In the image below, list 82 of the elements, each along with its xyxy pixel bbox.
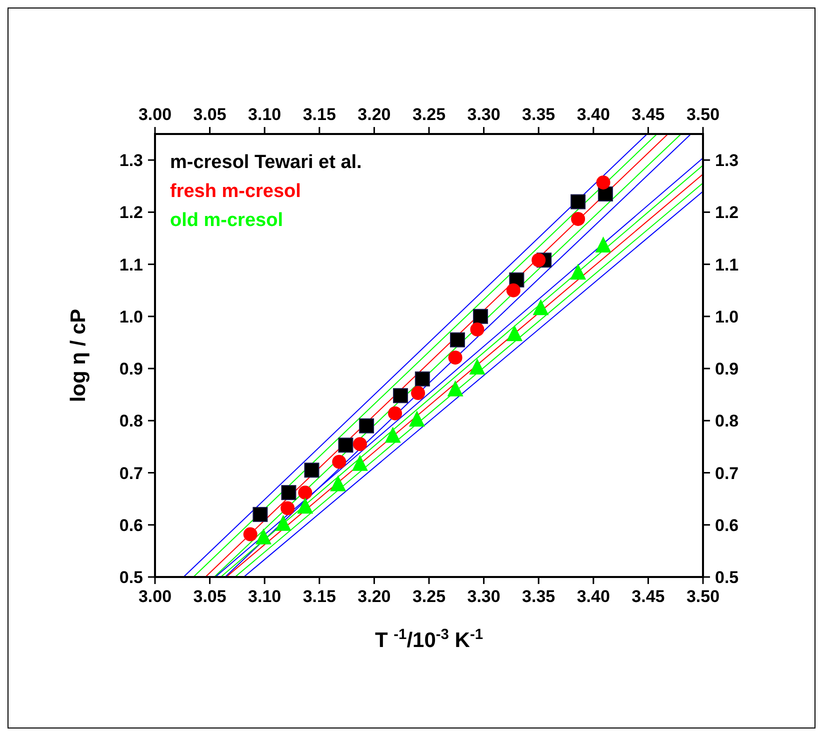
y2-tick-label: 1.1 xyxy=(715,255,739,274)
y2-tick-label: 1.0 xyxy=(715,307,739,326)
x-tick-label: 3.40 xyxy=(576,105,610,124)
point xyxy=(414,371,430,386)
point xyxy=(532,299,549,316)
y-tick-label: 1.0 xyxy=(119,307,143,326)
point xyxy=(297,498,314,514)
x2-tick-label: 3.10 xyxy=(248,587,282,606)
point xyxy=(280,501,295,516)
point xyxy=(359,418,374,434)
x-tick-label: 3.10 xyxy=(248,105,282,124)
y2-tick-label: 1.3 xyxy=(715,151,739,170)
x-tick-label: 3.30 xyxy=(467,105,500,124)
y2-tick-label: 0.6 xyxy=(715,516,739,535)
point xyxy=(332,454,346,469)
y-tick-label: 1.3 xyxy=(119,151,143,170)
y-tick-label: 0.5 xyxy=(119,568,143,587)
x2-tick-label: 3.30 xyxy=(467,587,500,606)
y2-tick-label: 0.9 xyxy=(715,360,739,379)
y-tick-label: 0.9 xyxy=(119,360,143,379)
point xyxy=(469,358,486,374)
point xyxy=(252,506,268,522)
point xyxy=(448,350,462,365)
point xyxy=(256,528,272,544)
x2-tick-label: 3.50 xyxy=(686,587,720,606)
x-tick-label: 3.15 xyxy=(302,105,336,124)
y-tick-label: 0.6 xyxy=(119,516,143,535)
y-axis-title: log η / cP xyxy=(67,308,90,402)
point xyxy=(470,322,484,336)
x2-tick-label: 3.20 xyxy=(358,587,391,606)
x-tick-label: 3.25 xyxy=(412,105,446,124)
y2-tick-label: 0.5 xyxy=(715,568,739,587)
x2-tick-label: 3.35 xyxy=(522,587,556,606)
y2-tick-label: 1.2 xyxy=(715,203,739,222)
point xyxy=(338,438,354,453)
text: old m-cresol xyxy=(170,210,283,231)
point xyxy=(473,308,488,324)
point xyxy=(275,514,292,531)
point xyxy=(450,332,465,348)
point xyxy=(571,212,586,226)
point xyxy=(506,325,522,342)
y-tick-label: 0.8 xyxy=(119,412,143,431)
x-tick-label: 3.35 xyxy=(522,105,556,124)
point xyxy=(281,485,296,500)
text: m-cresol Tewari et al. xyxy=(170,152,362,173)
point xyxy=(532,253,546,268)
point xyxy=(596,175,610,190)
x-tick-label: 3.45 xyxy=(632,105,665,124)
point xyxy=(411,386,426,400)
y-tick-label: 0.7 xyxy=(119,464,143,483)
x2-tick-label: 3.00 xyxy=(138,587,172,606)
y-tick-label: 1.1 xyxy=(119,255,143,274)
x2-tick-label: 3.25 xyxy=(412,587,446,606)
x2-tick-label: 3.45 xyxy=(632,587,665,606)
point xyxy=(408,410,425,427)
y2-tick-label: 0.7 xyxy=(715,464,739,483)
point xyxy=(243,527,258,542)
x-tick-label: 3.05 xyxy=(193,105,226,124)
x2-tick-label: 3.40 xyxy=(576,587,610,606)
x-tick-label: 3.20 xyxy=(358,105,391,124)
text: fresh m-cresol xyxy=(170,181,301,202)
point xyxy=(598,186,613,202)
point xyxy=(570,264,586,280)
point xyxy=(298,486,312,500)
point xyxy=(595,236,612,253)
point xyxy=(304,462,320,478)
point xyxy=(388,406,402,420)
point xyxy=(506,283,520,298)
x-tick-label: 3.50 xyxy=(686,105,720,124)
point xyxy=(384,426,401,443)
point xyxy=(330,475,346,492)
point xyxy=(352,454,368,471)
x2-tick-label: 3.15 xyxy=(302,587,336,606)
y-tick-label: 1.2 xyxy=(119,203,143,222)
point xyxy=(570,194,586,210)
x2-tick-label: 3.05 xyxy=(193,587,226,606)
point xyxy=(447,380,464,396)
point xyxy=(352,437,367,452)
x-tick-label: 3.00 xyxy=(138,105,172,124)
point xyxy=(393,388,408,404)
y2-tick-label: 0.8 xyxy=(715,412,739,431)
x-axis-title: T $^{-1}$/10$^{-3}$ K$^{-1}$ xyxy=(374,627,484,652)
